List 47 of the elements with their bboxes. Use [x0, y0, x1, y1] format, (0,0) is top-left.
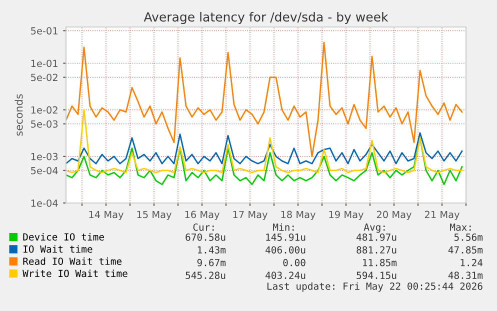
text: 1.43m [198, 246, 226, 254]
legend-label: Device IO time [23, 233, 104, 241]
text: 403.24u [266, 272, 306, 280]
text: 5.56m [454, 233, 483, 241]
chart-title: Average latency for /dev/sda - by week [144, 12, 388, 24]
y-tick-label: 5e-04 [31, 166, 58, 174]
y-tick-label: 1e-01 [31, 60, 58, 68]
y-tick-label: 1e-02 [31, 106, 58, 114]
text: Max: [450, 224, 471, 231]
line-series [66, 132, 463, 164]
text: Cur: [193, 223, 214, 231]
text: 11.85m [363, 258, 397, 266]
y-axis-title: seconds [14, 94, 23, 136]
text: 881.27u [356, 246, 396, 254]
y-tick-label: 1e-04 [31, 199, 58, 207]
x-tick-label: 14 May [89, 210, 124, 220]
legend-label: Read IO Wait time [23, 257, 122, 265]
text: 670.58u [186, 233, 226, 241]
line-series [66, 137, 463, 186]
x-tick-label: 16 May [185, 210, 220, 220]
text: 48.31m [448, 272, 483, 280]
y-tick-label: 5e-02 [31, 74, 58, 82]
x-tick-label: 21 May [424, 210, 460, 220]
x-tick-label: 18 May [281, 210, 316, 220]
line-series [66, 109, 463, 174]
legend-label: Write IO Wait time [22, 270, 128, 278]
text: 1.24 [460, 258, 483, 266]
x-tick-label: 20 May [376, 210, 412, 220]
text: 47.85m [448, 246, 483, 254]
y-tick-label: 1e-03 [31, 152, 58, 160]
text: Last update: Fri May 22 00:25:44 2026 [267, 282, 482, 292]
y-tick-label: 5e-03 [31, 120, 58, 128]
text: 9.67m [197, 258, 226, 266]
text: 481.97u [356, 233, 396, 241]
legend-label: IO Wait time [24, 245, 92, 253]
y-tick-label: 5e-01 [31, 27, 58, 35]
x-tick-label: 15 May [137, 210, 172, 220]
text: 145.91u [266, 233, 306, 241]
text: Avg: [364, 224, 385, 233]
text: Min: [273, 223, 294, 231]
x-tick-label: 17 May [233, 210, 268, 220]
text: 545.28u [186, 272, 226, 280]
text: 406.00u [266, 246, 306, 254]
x-tick-label: 19 May [329, 210, 364, 220]
line-series [66, 42, 463, 158]
text: 594.15u [356, 272, 396, 280]
text: 0.00 [283, 258, 306, 266]
